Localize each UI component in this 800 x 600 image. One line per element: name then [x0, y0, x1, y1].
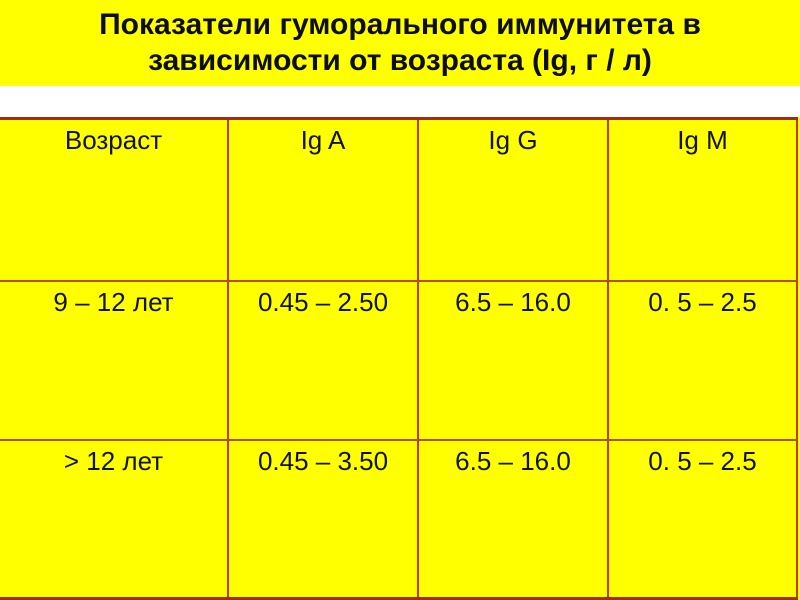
- cell-ig-m-value: 0. 5 – 2.5: [607, 438, 798, 600]
- table-header-row: Возраст Ig A Ig G Ig M: [0, 117, 798, 282]
- cell-ig-a-value: 0.45 – 3.50: [227, 438, 419, 600]
- cell-ig-g-value: 6.5 – 16.0: [417, 279, 609, 441]
- header-cell-ig-m: Ig M: [607, 117, 798, 282]
- table-row-age-over-12: > 12 лет 0.45 – 3.50 6.5 – 16.0 0. 5 – 2…: [0, 438, 798, 600]
- slide-title-line-1: Показатели гуморального иммунитета в: [99, 8, 701, 41]
- header-cell-ig-g: Ig G: [417, 117, 609, 282]
- header-cell-ig-a: Ig A: [227, 117, 419, 282]
- slide-title-band: Показатели гуморального иммунитета в зав…: [0, 0, 800, 86]
- cell-ig-a-value: 0.45 – 2.50: [227, 279, 419, 441]
- table-row-age-9-12: 9 – 12 лет 0.45 – 2.50 6.5 – 16.0 0. 5 –…: [0, 279, 798, 441]
- title-table-divider-strip: [0, 86, 800, 117]
- cell-age-range: 9 – 12 лет: [0, 279, 229, 441]
- cell-age-range: > 12 лет: [0, 438, 229, 600]
- header-cell-age: Возраст: [0, 117, 229, 282]
- slide-title-line-2: зависимости от возраста (Ig, г / л): [148, 44, 652, 77]
- immunity-indicators-table: Возраст Ig A Ig G Ig M 9 – 12 лет 0.45 –…: [0, 117, 798, 600]
- cell-ig-g-value: 6.5 – 16.0: [417, 438, 609, 600]
- cell-ig-m-value: 0. 5 – 2.5: [607, 279, 798, 441]
